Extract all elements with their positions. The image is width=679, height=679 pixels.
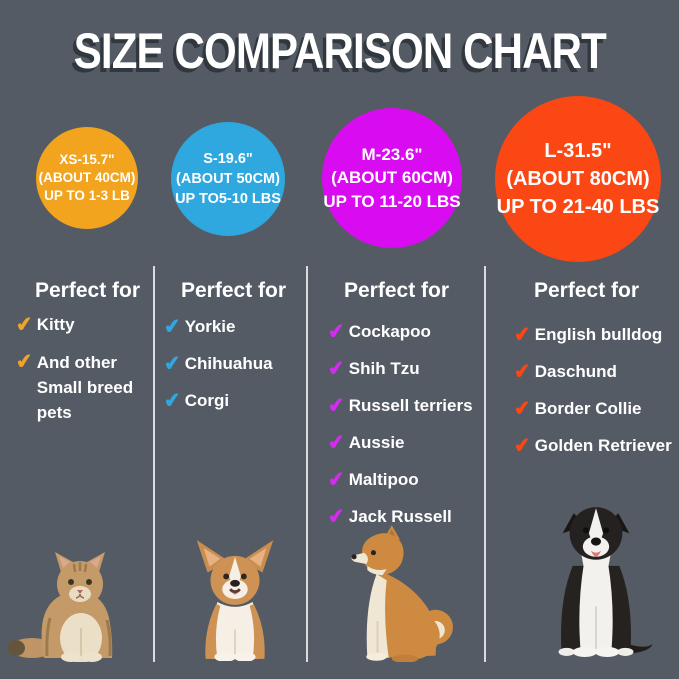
- breed-label: Daschund: [534, 362, 617, 381]
- breed-label: Jack Russell: [348, 507, 452, 526]
- breed-item: ✔ Chihuahua: [162, 352, 302, 376]
- breed-label: English bulldog: [534, 325, 663, 344]
- size-about-label: (ABOUT 50CM): [176, 171, 280, 187]
- breed-item: ✔ And other Small breed pets: [14, 350, 148, 425]
- size-label: XS-15.7": [59, 152, 115, 167]
- breed-item: ✔ Golden Retriever: [512, 434, 678, 458]
- perfect-for-heading: Perfect for: [35, 279, 141, 302]
- breed-list: ✔ Cockapoo ✔ Shih Tzu ✔ Russell terriers…: [326, 320, 482, 529]
- column-divider: [306, 266, 308, 662]
- breed-label: Corgi: [184, 391, 230, 410]
- breed-item: ✔ Cockapoo: [326, 320, 482, 344]
- border-collie-photo: [558, 507, 653, 657]
- size-weight-label: UP TO5-10 LBS: [175, 191, 281, 207]
- perfect-for-heading: Perfect for: [344, 279, 450, 302]
- breed-item: ✔ Yorkie: [162, 315, 302, 339]
- breed-item: ✔ Jack Russell: [326, 505, 482, 529]
- breed-label: And other Small breed pets: [36, 353, 134, 422]
- check-icon: ✔: [14, 313, 34, 337]
- breed-item: ✔ Aussie: [326, 431, 482, 455]
- breed-label: Russell terriers: [348, 396, 473, 415]
- check-icon: ✔: [14, 350, 34, 374]
- chart-title: SIZE COMPARISON CHART: [73, 23, 606, 79]
- check-icon: ✔: [512, 323, 532, 347]
- check-icon: ✔: [326, 505, 346, 529]
- check-icon: ✔: [512, 360, 532, 384]
- breed-label: Aussie: [348, 433, 405, 452]
- breed-label: Maltipoo: [348, 470, 419, 489]
- size-circle-l: L-31.5" (ABOUT 80CM) UP TO 21-40 LBS: [495, 96, 661, 262]
- breed-label: Yorkie: [184, 317, 236, 336]
- shiba-inu-photo: [351, 525, 453, 662]
- size-circle-xs: XS-15.7" (ABOUT 40CM) UP TO 1-3 LB: [36, 127, 138, 229]
- breed-list: ✔ English bulldog ✔ Daschund ✔ Border Co…: [512, 323, 678, 458]
- breed-label: Shih Tzu: [348, 359, 420, 378]
- column-divider: [153, 266, 155, 662]
- check-icon: ✔: [326, 357, 346, 381]
- breed-list: ✔ Yorkie ✔ Chihuahua ✔ Corgi: [162, 315, 302, 413]
- check-icon: ✔: [512, 434, 532, 458]
- column-m: Perfect for ✔ Cockapoo ✔ Shih Tzu ✔ Russ…: [326, 278, 482, 529]
- size-label: L-31.5": [544, 140, 612, 162]
- breed-item: ✔ Daschund: [512, 360, 678, 384]
- check-icon: ✔: [326, 468, 346, 492]
- size-about-label: (ABOUT 60CM): [331, 168, 453, 188]
- size-about-label: (ABOUT 40CM): [38, 170, 136, 185]
- size-circle-s: S-19.6" (ABOUT 50CM) UP TO5-10 LBS: [171, 122, 285, 236]
- column-l: Perfect for ✔ English bulldog ✔ Daschund…: [512, 278, 678, 458]
- breed-item: ✔ Maltipoo: [326, 468, 482, 492]
- breed-label: Golden Retriever: [534, 436, 672, 455]
- size-weight-label: UP TO 1-3 LB: [44, 188, 130, 203]
- size-about-label: (ABOUT 80CM): [506, 168, 650, 190]
- breed-item: ✔ Russell terriers: [326, 394, 482, 418]
- size-circle-m: M-23.6" (ABOUT 60CM) UP TO 11-20 LBS: [322, 108, 462, 248]
- check-icon: ✔: [326, 394, 346, 418]
- chart-header: SIZE COMPARISON CHART: [0, 22, 679, 80]
- corgi-photo: [196, 540, 274, 661]
- breed-label: Border Collie: [534, 399, 642, 418]
- check-icon: ✔: [326, 320, 346, 344]
- check-icon: ✔: [162, 315, 182, 339]
- breed-label: Chihuahua: [184, 354, 273, 373]
- size-label: S-19.6": [203, 151, 253, 167]
- size-label: M-23.6": [361, 144, 423, 164]
- perfect-for-heading: Perfect for: [534, 279, 640, 302]
- size-weight-label: UP TO 21-40 LBS: [496, 196, 660, 218]
- breed-item: ✔ Border Collie: [512, 397, 678, 421]
- size-weight-label: UP TO 11-20 LBS: [323, 191, 461, 211]
- column-s: Perfect for ✔ Yorkie ✔ Chihuahua ✔ Corgi: [162, 278, 302, 413]
- cat-photo: [8, 552, 113, 662]
- breed-item: ✔ Kitty: [14, 313, 148, 337]
- check-icon: ✔: [512, 397, 532, 421]
- breed-item: ✔ Corgi: [162, 389, 302, 413]
- check-icon: ✔: [162, 389, 182, 413]
- breed-item: ✔ English bulldog: [512, 323, 678, 347]
- breed-label: Cockapoo: [348, 322, 431, 341]
- perfect-for-heading: Perfect for: [181, 279, 287, 302]
- breed-list: ✔ Kitty ✔ And other Small breed pets: [14, 313, 148, 425]
- column-divider: [484, 266, 486, 662]
- breed-label: Kitty: [36, 315, 75, 334]
- column-xs: Perfect for ✔ Kitty ✔ And other Small br…: [14, 278, 148, 425]
- breed-item: ✔ Shih Tzu: [326, 357, 482, 381]
- check-icon: ✔: [326, 431, 346, 455]
- check-icon: ✔: [162, 352, 182, 376]
